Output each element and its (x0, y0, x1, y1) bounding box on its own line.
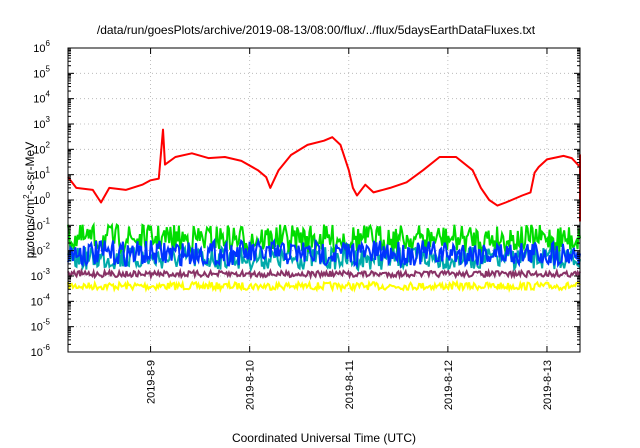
y-tick-base: 10 (33, 94, 45, 106)
y-tick-label: 10-6 (31, 343, 51, 359)
y-tick-label: 10-3 (31, 267, 51, 283)
y-axis-label: protons/cm2-s-sr-MeV (22, 142, 37, 258)
series-line (67, 237, 581, 270)
series-line (67, 221, 581, 255)
series-line (67, 267, 581, 281)
y-tick-exponent: 6 (46, 39, 51, 48)
y-axis-label-sup: 2 (22, 194, 31, 199)
y-tick-label: 104 (33, 90, 50, 106)
x-tick-label: 2019-8-11 (344, 360, 356, 409)
grid (68, 48, 580, 352)
y-tick-base: 10 (33, 43, 45, 55)
y-axis: 10-610-510-410-310-210-11001011021031041… (31, 39, 580, 359)
y-tick-base: 10 (33, 68, 45, 80)
x-tick-label: 2019-8-12 (443, 360, 455, 410)
y-tick-exponent: 3 (46, 115, 51, 124)
y-tick-label: 10-5 (31, 318, 51, 334)
x-tick-label: 2019-8-9 (146, 360, 158, 404)
y-tick-base: 10 (31, 296, 43, 308)
y-tick-label: 105 (33, 64, 50, 80)
y-tick-base: 10 (33, 170, 45, 182)
y-tick-base: 10 (31, 220, 43, 232)
y-tick-base: 10 (33, 144, 45, 156)
y-tick-label: 10-4 (31, 292, 51, 308)
x-axis: 2019-8-9 2019-8-10 2019-8-11 2019-8-12 2019-… (146, 48, 554, 410)
y-tick-base: 10 (31, 246, 43, 258)
y-axis-label-pre: protons/cm (23, 199, 37, 258)
chart-title: /data/run/goesPlots/archive/2019-08-13/0… (97, 23, 536, 37)
y-tick-exponent: -2 (43, 242, 51, 251)
y-tick-exponent: 1 (46, 166, 51, 175)
x-axis-label: Coordinated Universal Time (UTC) (232, 431, 416, 445)
series-layer (67, 128, 581, 294)
series-line (67, 128, 581, 222)
y-tick-base: 10 (31, 347, 43, 359)
y-tick-base: 10 (33, 119, 45, 131)
y-tick-exponent: 5 (46, 64, 51, 73)
y-axis-label-post: -s-sr-MeV (23, 142, 37, 195)
y-tick-exponent: -4 (43, 292, 51, 301)
y-tick-exponent: -6 (43, 343, 51, 352)
y-tick-base: 10 (31, 271, 43, 283)
y-tick-label: 101 (33, 166, 50, 182)
x-tick-label: 2019-8-13 (542, 360, 554, 410)
y-tick-exponent: -5 (43, 318, 51, 327)
y-tick-exponent: -3 (43, 267, 51, 276)
y-tick-base: 10 (31, 322, 43, 334)
x-tick-label: 2019-8-10 (245, 360, 257, 410)
y-tick-label: 100 (33, 191, 50, 207)
series-line (67, 278, 581, 294)
y-tick-label: 102 (33, 140, 50, 156)
y-tick-exponent: 0 (46, 191, 51, 200)
y-tick-label: 10-1 (31, 216, 51, 232)
y-tick-label: 106 (33, 39, 50, 55)
y-tick-base: 10 (33, 195, 45, 207)
y-tick-exponent: 2 (46, 140, 51, 149)
y-tick-label: 10-2 (31, 242, 51, 258)
y-tick-exponent: -1 (43, 216, 51, 225)
y-tick-label: 103 (33, 115, 50, 131)
y-tick-exponent: 4 (46, 90, 51, 99)
